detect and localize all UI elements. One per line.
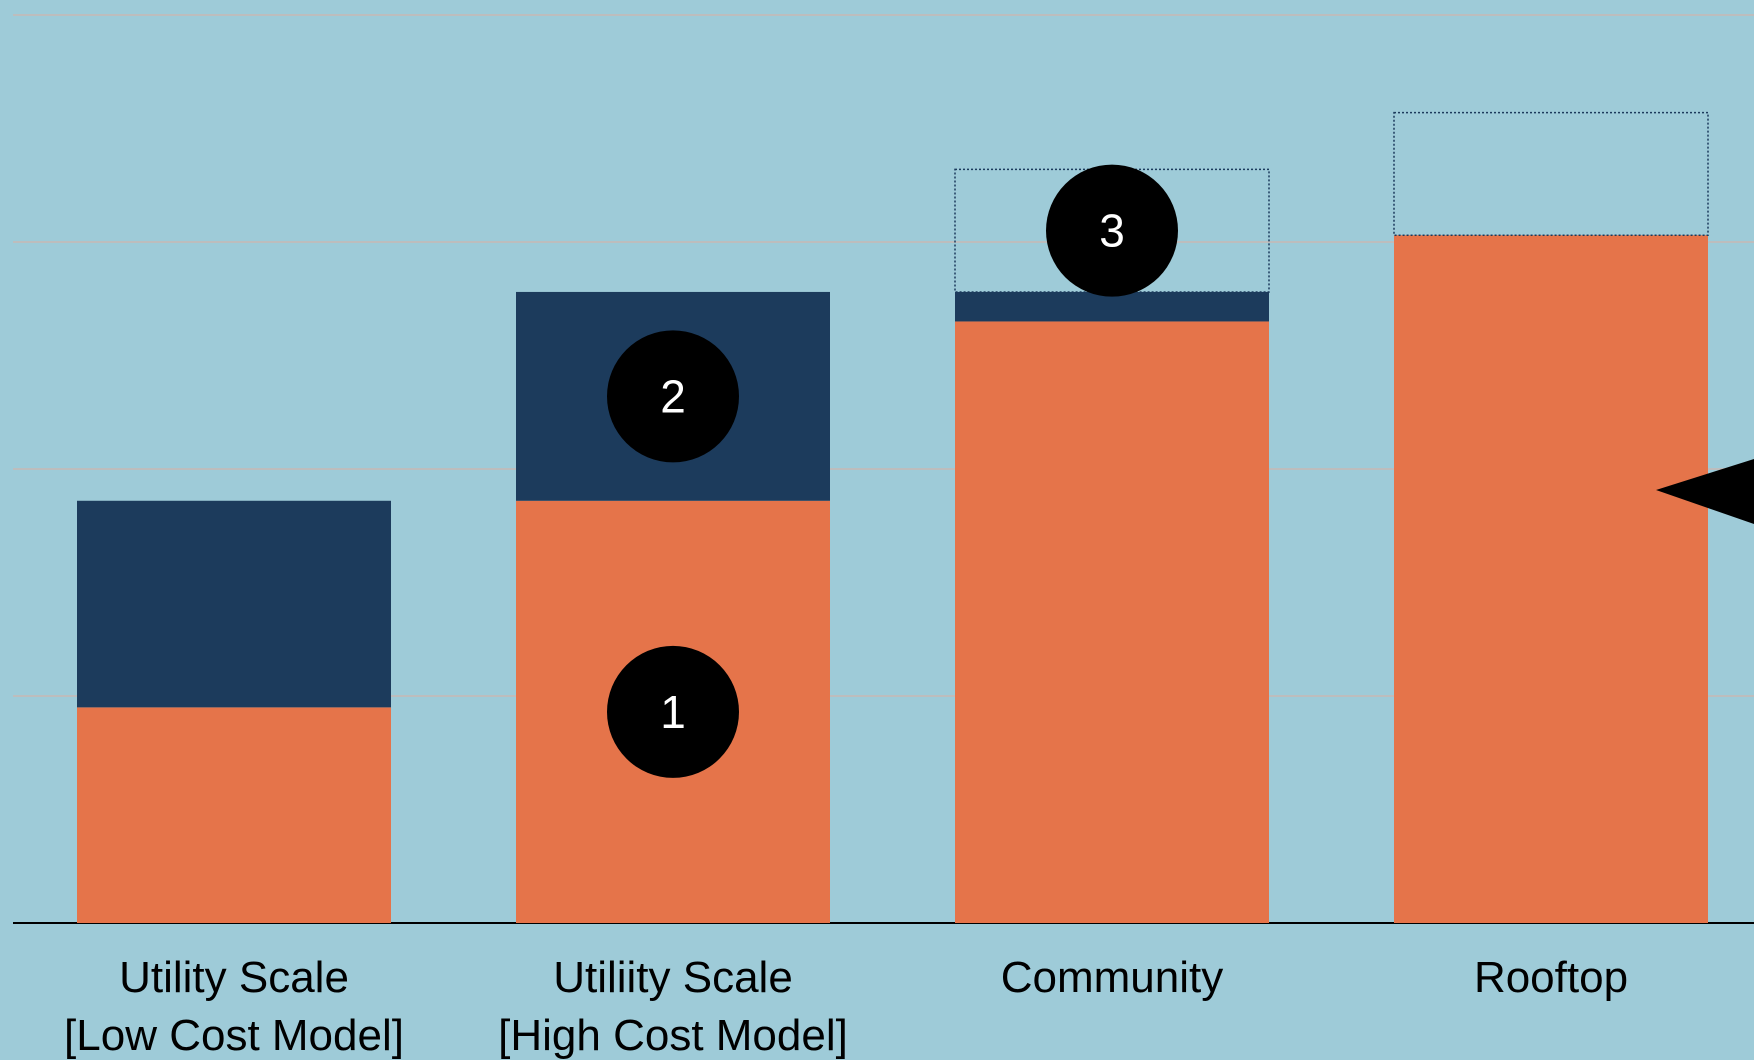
bar-segment [955, 291, 1269, 322]
bar-segment [1393, 111, 1709, 236]
annotation-marker [607, 330, 739, 463]
pointer-arrow [1656, 459, 1754, 524]
bar-segment [77, 707, 391, 923]
bar-segment [1394, 235, 1708, 923]
x-tick-label: Rooftop [1474, 953, 1628, 1002]
bar-segment [955, 321, 1269, 923]
annotation-text: 3 [1099, 205, 1125, 257]
bar-segment [77, 500, 391, 708]
annotation-marker [1046, 164, 1178, 297]
x-tick-label: Utiliity Scale [High Cost Model] [498, 953, 848, 1060]
annotation-text: 1 [660, 686, 686, 738]
x-tick-label: Utility Scale [Low Cost Model] [64, 953, 404, 1060]
x-tick-label: Community [1001, 953, 1224, 1002]
annotation-text: 2 [660, 370, 686, 422]
annotation-marker [607, 645, 739, 778]
